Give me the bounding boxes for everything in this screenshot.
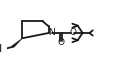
Text: I: I [0,44,2,54]
Polygon shape [11,38,22,47]
Text: O: O [69,28,75,37]
Text: O: O [57,38,64,47]
Text: N: N [47,28,54,37]
